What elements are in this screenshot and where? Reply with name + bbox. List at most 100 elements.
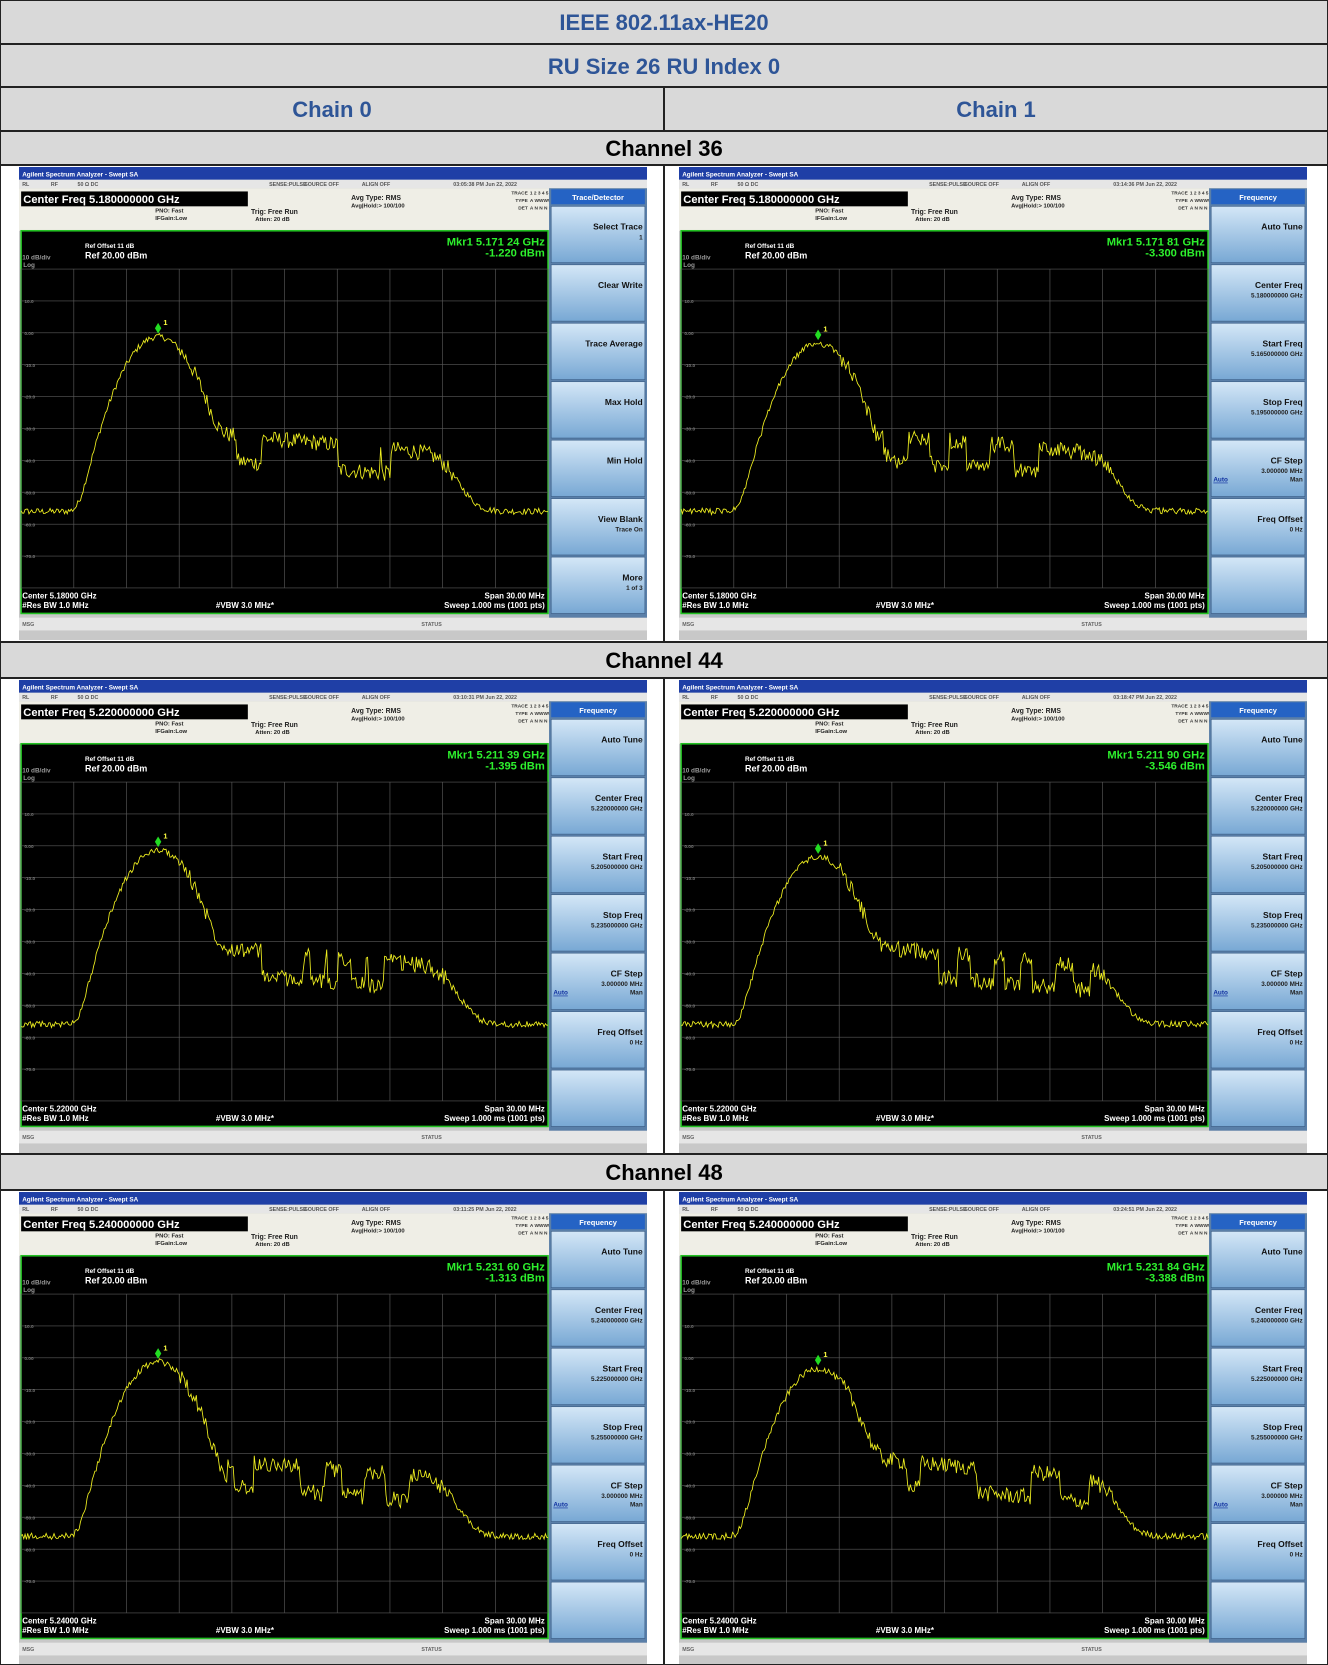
y-labels: 10.0 (24, 1324, 34, 1330)
y-labels: -30.0 (24, 427, 35, 433)
softkey (550, 1406, 646, 1464)
status-bar: SENSE:PULSE (929, 695, 967, 701)
marker-freq: Mkr1 5.211 90 GHz (1107, 750, 1205, 762)
menu-keys-label: Start Freq (603, 852, 643, 862)
analyzer-screenshot: Agilent Spectrum Analyzer - Swept SA RL RF… (679, 167, 1307, 640)
y-labels: -10.0 (684, 1388, 695, 1394)
menu-keys-value: 3.000000 MHz (601, 1493, 642, 1500)
scale: 10 dB/div (682, 767, 711, 774)
table-subtitle: RU Size 26 RU Index 0 (0, 44, 1328, 87)
menu-keys-value: 5.225000000 GHz (1251, 1376, 1303, 1383)
status-bar: 50 Ω DC (738, 182, 759, 188)
trig: Trig: Free Run (911, 1234, 958, 1241)
sweep: Sweep 1.000 ms (1001 pts) (1104, 601, 1205, 610)
trace-info: A WWWWW (530, 198, 558, 204)
status: STATUS (421, 1135, 442, 1141)
center: Center 5.18000 GHz (682, 592, 756, 601)
softkey (1210, 1011, 1306, 1069)
menu-keys-label: Select Trace (593, 222, 643, 232)
status-bar: RL (22, 182, 30, 188)
y-labels: -70.0 (24, 1579, 35, 1585)
menu-keys-value: 5.225000000 GHz (591, 1376, 643, 1383)
softkey (550, 381, 646, 439)
menu-keys-value: 5.240000000 GHz (591, 1318, 643, 1325)
analyzer-screenshot: Agilent Spectrum Analyzer - Swept SA RL RF… (19, 680, 647, 1153)
channel-header: Channel 36 (0, 131, 1328, 165)
menu-keys-value: 5.205000000 GHz (591, 864, 643, 871)
menu-keys-label: Stop Freq (603, 1422, 643, 1432)
title-bar (679, 680, 1307, 693)
timestamp: 03:11:25 PM Jun 22, 2022 (453, 1207, 516, 1213)
marker-freq: Mkr1 5.171 81 GHz (1107, 237, 1205, 249)
y-labels: -60.0 (684, 522, 695, 528)
title-bar (679, 167, 1307, 180)
trace-info: 1 2 3 4 5 6 (1190, 191, 1213, 197)
ref-level: Ref 20.00 dBm (85, 1275, 147, 1285)
vbw: #VBW 3.0 MHz* (216, 1626, 275, 1635)
softkey (550, 1581, 646, 1639)
softkey (1210, 439, 1306, 497)
softkey (1210, 777, 1306, 835)
softkey (550, 835, 646, 893)
trace-info: TYPE (1175, 198, 1187, 204)
menu-keys-label: Stop Freq (1263, 910, 1303, 920)
menu-keys-label: Trace Average (585, 339, 643, 349)
menu-keys-label: Auto Tune (601, 735, 643, 745)
vbw: #VBW 3.0 MHz* (876, 601, 935, 610)
trace-info: DET (1178, 1231, 1188, 1237)
status-bar: SENSE:PULSE (929, 1207, 967, 1213)
atten: Atten: 20 dB (255, 730, 289, 736)
softkey (550, 556, 646, 614)
rbw: #Res BW 1.0 MHz (22, 1626, 88, 1635)
avg-hold: Avg|Hold:> 100/100 (1011, 716, 1065, 722)
softkey (1210, 381, 1306, 439)
menu-keys-label: Start Freq (1263, 339, 1303, 349)
y-labels: -20.0 (684, 395, 695, 401)
trace-info: TYPE (515, 711, 527, 717)
y-labels: -30.0 (684, 1452, 695, 1458)
marker-freq: Mkr1 5.171 24 GHz (447, 237, 545, 249)
status-bar: 50 Ω DC (78, 1207, 99, 1213)
log: Log (23, 775, 35, 782)
y-labels: -60.0 (24, 1035, 35, 1041)
status-bar: ALIGN OFF (362, 695, 391, 701)
marker-amp: -1.313 dBm (485, 1272, 545, 1284)
menu-keys-options: Man (630, 1502, 643, 1509)
analyzer-screenshot: Agilent Spectrum Analyzer - Swept SA RL RF… (679, 1192, 1307, 1664)
trig: Trig: Free Run (251, 722, 298, 729)
menu-keys-label: Center Freq (595, 1305, 643, 1315)
y-labels: -40.0 (684, 971, 695, 977)
softkey (550, 719, 646, 776)
marker-label: 1 (163, 1343, 167, 1352)
marker-diamond (814, 1354, 822, 1366)
menu-keys-label: Auto Tune (601, 1247, 643, 1257)
y-labels: -10.0 (24, 363, 35, 369)
y-labels: 0.00 (24, 1356, 34, 1362)
screenshot-cell: Agilent Spectrum Analyzer - Swept SA RL RF… (664, 678, 1328, 1154)
column-header: Chain 1 (664, 87, 1328, 131)
y-labels: -70.0 (24, 1067, 35, 1073)
menu-title: Frequency (1239, 1218, 1278, 1227)
softkey (1210, 952, 1306, 1010)
screenshot-cell: Agilent Spectrum Analyzer - Swept SA RL RF… (664, 1190, 1328, 1665)
center: Center 5.24000 GHz (682, 1617, 756, 1626)
softkey (550, 1347, 646, 1405)
status-bar (19, 617, 647, 631)
channel-header: Channel 44 (0, 642, 1328, 678)
atten: Atten: 20 dB (915, 730, 949, 736)
ref-offset: Ref Offset 11 dB (85, 1268, 135, 1275)
softkey (1210, 1231, 1306, 1288)
softkey (1210, 1289, 1306, 1347)
span: Span 30.00 MHz (1145, 1105, 1205, 1114)
trace (20, 847, 549, 1029)
log: Log (683, 262, 695, 269)
menu-keys-options: Auto (1213, 1502, 1228, 1509)
marker-amp: -3.388 dBm (1145, 1272, 1205, 1284)
softkey (550, 1069, 646, 1127)
vbw: #VBW 3.0 MHz* (876, 1114, 935, 1123)
avg-type: Avg Type: RMS (1011, 195, 1061, 202)
y-labels: 0.00 (24, 844, 34, 850)
status-bar (679, 1130, 1307, 1144)
ref-level: Ref 20.00 dBm (745, 1275, 807, 1285)
y-labels: 0.00 (684, 1356, 694, 1362)
